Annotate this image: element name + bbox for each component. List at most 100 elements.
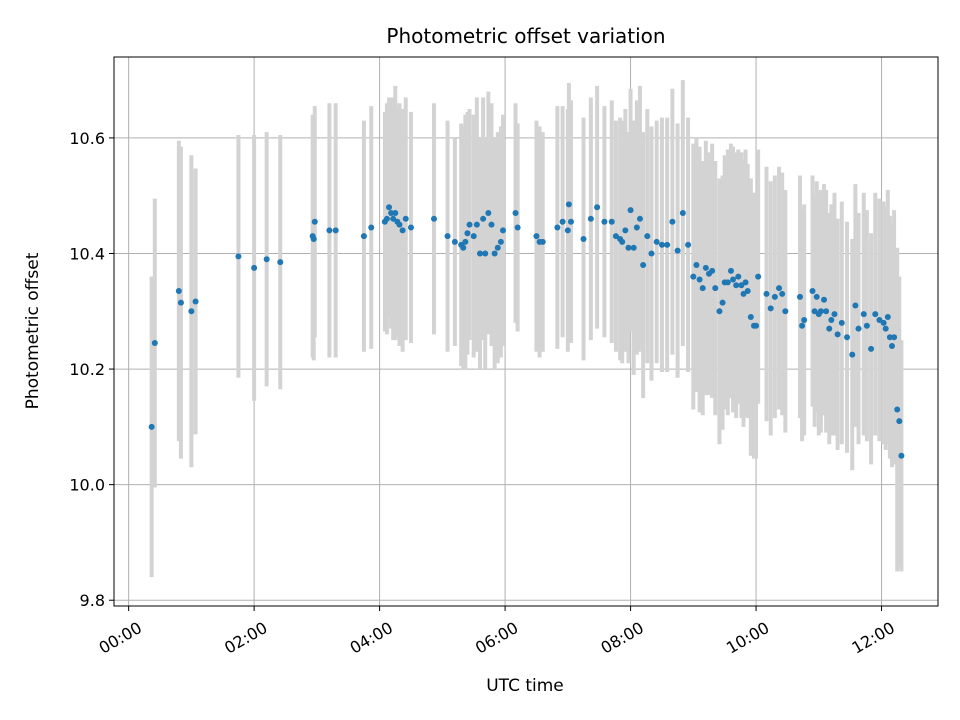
data-point (444, 233, 451, 240)
data-point (753, 322, 760, 329)
data-point (799, 322, 806, 329)
data-point (742, 279, 749, 286)
data-point (738, 282, 745, 289)
data-point (755, 273, 762, 280)
data-point (383, 215, 390, 222)
data-point (368, 224, 375, 231)
data-point (188, 308, 195, 315)
data-point (886, 334, 893, 341)
data-point (497, 238, 504, 245)
data-point (462, 238, 469, 245)
data-point (636, 215, 643, 222)
data-point (565, 201, 572, 208)
data-point (644, 233, 651, 240)
data-point (894, 406, 901, 413)
data-point (744, 288, 751, 295)
data-point (559, 218, 566, 225)
data-point (849, 351, 856, 358)
data-point (608, 218, 615, 225)
data-point (625, 244, 632, 251)
data-point (811, 308, 818, 315)
plot-frame (113, 56, 939, 607)
data-point (779, 290, 786, 297)
data-point (587, 215, 594, 222)
data-point (724, 279, 731, 286)
y-tick-label: 10.6 (69, 129, 105, 148)
data-point (821, 296, 828, 303)
data-point (782, 308, 789, 315)
data-point (485, 210, 492, 217)
data-point (633, 224, 640, 231)
data-point (192, 298, 199, 305)
data-point (619, 238, 626, 245)
data-point (809, 288, 816, 295)
data-point (685, 241, 692, 248)
data-point (488, 221, 495, 228)
y-axis: 9.8 10.0 10.2 10.4 10.6 (69, 129, 114, 610)
data-point (699, 285, 706, 292)
x-axis-label: UTC time (486, 676, 564, 696)
data-point (601, 218, 608, 225)
y-tick-label: 9.8 (80, 591, 105, 610)
data-point (771, 293, 778, 300)
data-point (460, 244, 467, 251)
data-point (177, 299, 184, 306)
data-point (855, 325, 862, 332)
data-point (658, 241, 665, 248)
data-point (473, 221, 480, 228)
data-point (564, 227, 571, 234)
data-point (392, 210, 399, 217)
data-point (627, 207, 634, 214)
data-point (740, 290, 747, 297)
data-point (640, 262, 647, 269)
data-point (499, 227, 506, 234)
data-point (716, 308, 723, 315)
data-point (679, 210, 686, 217)
data-point (801, 316, 808, 323)
data-point (844, 334, 851, 341)
data-point (727, 267, 734, 274)
y-tick-label: 10.4 (69, 244, 105, 263)
data-point (514, 224, 521, 231)
data-point (407, 224, 414, 231)
data-point (388, 210, 395, 217)
data-point (580, 236, 587, 243)
data-point (884, 314, 891, 321)
data-point (648, 250, 655, 257)
data-point (148, 423, 155, 430)
data-point (709, 267, 716, 274)
data-point (533, 233, 540, 240)
data-point (872, 311, 879, 318)
data-point (733, 282, 740, 289)
data-point (834, 331, 841, 338)
data-point (767, 305, 774, 312)
data-point (888, 342, 895, 349)
data-point (860, 311, 867, 318)
data-point (310, 236, 317, 243)
data-point (476, 250, 483, 257)
y-tick-label: 10.2 (69, 360, 105, 379)
data-point (466, 221, 473, 228)
data-point (332, 227, 339, 234)
data-point (470, 233, 477, 240)
data-point (235, 253, 242, 260)
data-point (863, 322, 870, 329)
data-point (539, 238, 546, 245)
data-point (796, 293, 803, 300)
data-point (693, 262, 700, 269)
data-point (730, 276, 737, 283)
y-tick-label: 10.0 (69, 476, 105, 495)
data-point (612, 233, 619, 240)
data-point (763, 290, 770, 297)
data-point (277, 259, 284, 266)
data-point (263, 256, 270, 263)
data-point (554, 224, 561, 231)
data-point (868, 345, 875, 352)
data-point (882, 325, 889, 332)
data-point (311, 218, 318, 225)
data-point (817, 308, 824, 315)
data-point (451, 238, 458, 245)
data-point (653, 238, 660, 245)
data-points (148, 201, 905, 459)
